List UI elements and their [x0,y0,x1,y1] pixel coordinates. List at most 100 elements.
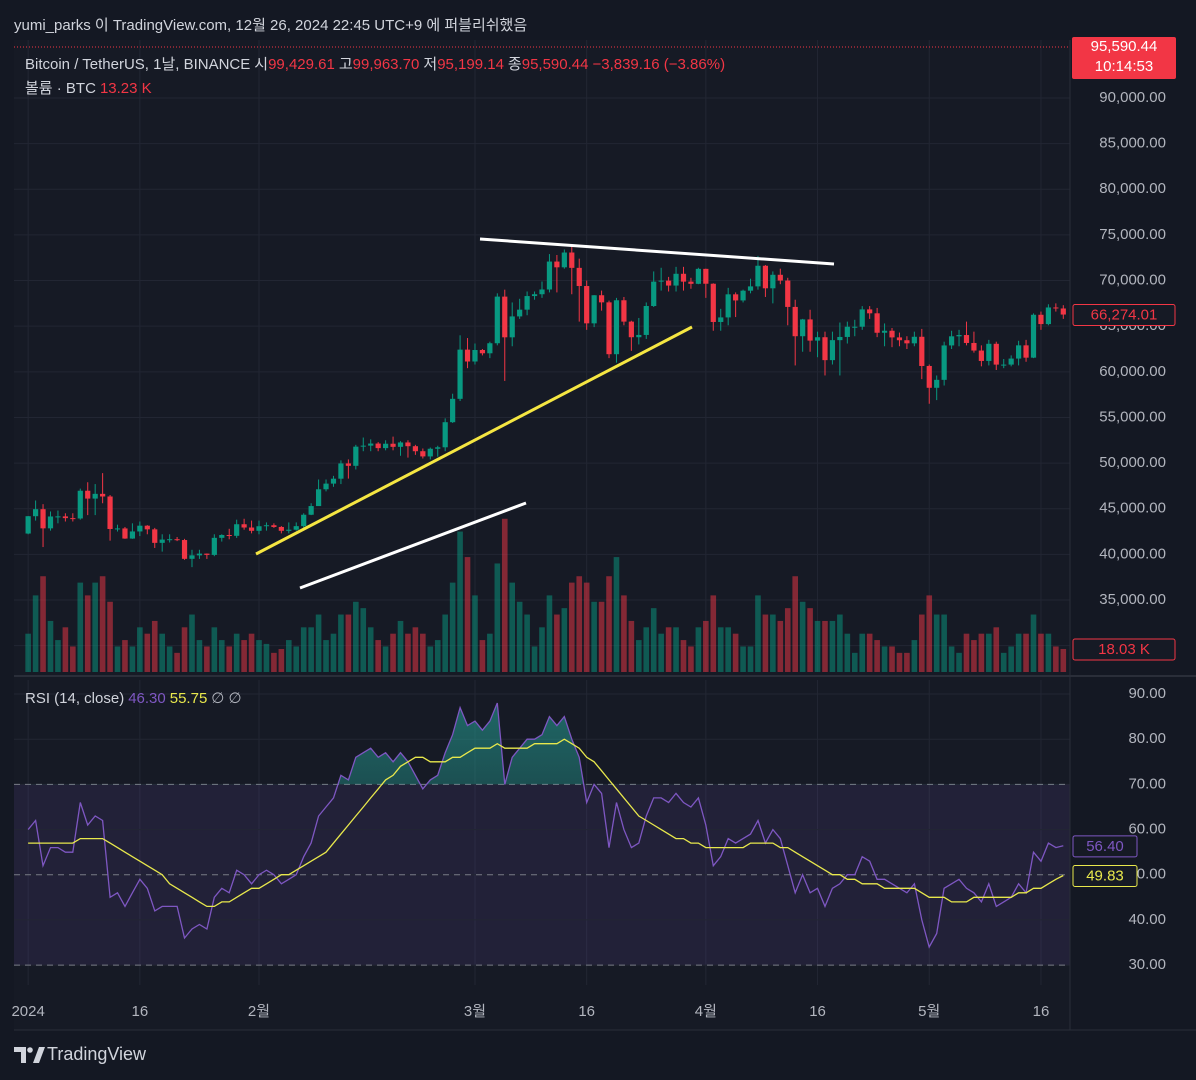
volume-bar [658,633,664,672]
volume-bar [99,576,106,672]
candle-body [926,365,932,388]
legend-value: 99,429.61 [268,56,335,73]
candle-body [25,516,31,534]
volume-bar [933,614,940,672]
y-tick-label: 50.00 [1128,866,1166,883]
rsi-line [28,738,1064,908]
x-tick-label: 5월 [918,1003,940,1020]
candle-body [777,274,783,281]
volume-bar [993,627,1000,672]
x-tick-label: 16 [809,1003,826,1020]
candle-body [308,506,314,515]
candle-body [874,313,880,333]
symbol-title: Bitcoin / TetherUS, 1날, BINANCE [25,56,251,73]
volume-bar [345,614,352,672]
volume-bar [755,595,761,672]
candle-body [963,335,970,343]
candle-body [1045,307,1052,325]
volume-bar [248,633,255,672]
x-tick-label: 16 [132,1003,149,1020]
volume-bar [792,576,799,672]
volume-bar [904,652,910,672]
volume-bar [948,646,955,672]
candle-body [807,319,813,341]
volume-bar [628,620,635,672]
volume-bar [241,640,247,672]
volume-bar [464,557,471,672]
volume-bar [1015,633,1022,672]
volume-bar [338,614,344,672]
candle-body [114,528,121,530]
candle-body [584,286,590,324]
volume-bar [360,608,367,672]
candle-body [271,525,277,527]
volume-bar [479,640,486,672]
y-tick-label: 45,000.00 [1099,500,1166,517]
volume-bar [159,633,165,672]
volume-badge [1072,638,1176,661]
trend-line [299,501,527,590]
volume-badge-label: 18.03 K [1098,641,1150,658]
volume-bar [32,595,39,672]
candle-body [427,448,433,457]
volume-value: 13.23 K [99,80,152,97]
candle-body [762,265,769,289]
candle-body [561,252,567,268]
candle-body [896,337,903,341]
volume-bar [971,640,977,672]
volume-bar [55,640,61,672]
y-tick-label: 60,000.00 [1099,363,1166,380]
volume-bar [591,601,597,672]
candle-body [531,294,538,297]
volume-bar [293,646,300,672]
volume-bar [1045,633,1052,672]
volume-bar [84,595,91,672]
candle-body [464,349,471,362]
volume-bar [509,582,516,672]
legend-change: −3,839.16 (−3.86%) [592,56,726,73]
y-tick-label: 40,000.00 [1099,545,1166,562]
volume-bar [710,595,717,672]
volume-bar [695,627,702,672]
volume-bar [844,633,851,672]
candle-body [397,442,404,447]
candle-body [829,340,836,361]
candle-body [740,290,746,301]
volume-bar [1008,646,1014,672]
volume-bar [539,627,545,672]
volume-bar [583,582,590,672]
volume-bar [129,646,136,672]
candle-body [770,274,776,289]
candle-body [546,261,553,290]
volume-bar [956,652,962,672]
volume-bar [866,633,873,672]
candle-body [703,268,709,284]
candle-body [360,445,366,447]
candle-body [606,302,612,355]
candle-body [375,443,381,449]
candle-body [211,537,217,555]
candle-body [368,443,374,446]
candle-body [837,336,843,341]
volume-bar [837,614,843,672]
candle-body [814,337,821,341]
candle-body [47,516,54,529]
candle-body [881,330,888,333]
candle-body [680,273,687,282]
trend-line [479,237,835,266]
candle-body [487,343,493,354]
volume-bar [732,633,739,672]
volume-bar [457,531,463,672]
volume-bar [427,646,434,672]
last-close-badge [1072,304,1176,327]
volume-bar [531,646,538,672]
volume-bar [822,620,828,672]
volume-title: 볼륨 · BTC [25,80,96,97]
volume-bar [524,614,530,672]
y-tick-label: 70.00 [1128,775,1166,792]
overbought-fill [337,703,584,785]
volume-bar [606,576,612,672]
volume-bar [1053,646,1059,672]
y-tick-label: 30.00 [1128,956,1166,973]
candle-body [241,524,247,528]
